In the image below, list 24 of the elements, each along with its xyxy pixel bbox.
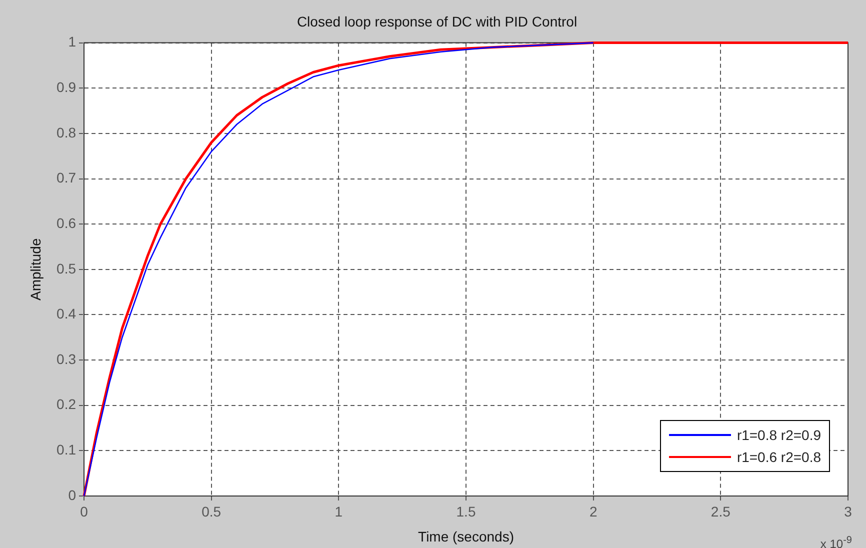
chart-title: Closed loop response of DC with PID Control	[296, 13, 578, 30]
y-tick-label: 1	[68, 34, 76, 50]
text: x 10$^{-9}$	[820, 535, 852, 548]
y-tick-label: 0.4	[56, 306, 76, 322]
x-tick-label: 2.5	[710, 503, 731, 520]
y-tick-label: 0.6	[56, 214, 76, 231]
x-tick-label: 3	[844, 503, 852, 520]
y-tick-label: 0.1	[56, 442, 76, 458]
x-axis-title: Time (seconds)	[418, 528, 514, 544]
x-tick-label: 1.5	[456, 503, 476, 520]
y-tick-label: 0.8	[56, 124, 76, 140]
y-tick-label: 0.7	[56, 170, 76, 186]
legend-label: r1=0.6 r2=0.8	[736, 449, 821, 465]
x-tick-label: 0	[80, 503, 88, 520]
x-tick-label: 2	[589, 503, 598, 520]
y-tick-label: 0	[68, 486, 76, 503]
y-tick-label: 0.3	[56, 350, 76, 367]
legend-label: r1=0.8 r2=0.9	[736, 427, 821, 443]
x-tick-label: 1	[334, 503, 343, 520]
y-axis-title: Amplitude	[27, 238, 44, 301]
y-tick-label: 0.5	[56, 260, 76, 276]
x-tick-label: 0.5	[202, 503, 222, 520]
y-tick-label: 0.2	[56, 396, 76, 412]
y-tick-label: 0.9	[56, 78, 76, 95]
